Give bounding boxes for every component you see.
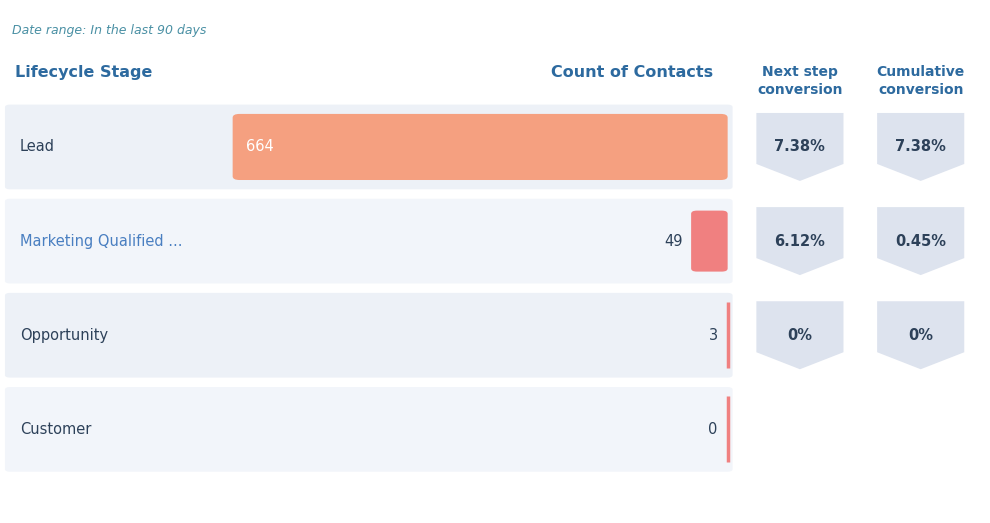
Text: Marketing Qualified ...: Marketing Qualified ...	[20, 234, 182, 248]
Text: 49: 49	[664, 234, 683, 248]
Polygon shape	[756, 301, 843, 369]
Polygon shape	[877, 113, 964, 181]
Text: 7.38%: 7.38%	[774, 140, 826, 154]
Text: Cumulative
conversion: Cumulative conversion	[876, 65, 965, 97]
Text: Lead: Lead	[20, 140, 54, 154]
FancyBboxPatch shape	[5, 199, 733, 283]
Text: 0.45%: 0.45%	[895, 234, 946, 248]
FancyBboxPatch shape	[233, 114, 728, 180]
Polygon shape	[877, 301, 964, 369]
Text: 3: 3	[709, 328, 718, 343]
Text: Date range: In the last 90 days: Date range: In the last 90 days	[12, 24, 206, 37]
Text: 0: 0	[709, 422, 718, 437]
FancyBboxPatch shape	[5, 105, 733, 189]
Polygon shape	[756, 207, 843, 275]
Text: Next step
conversion: Next step conversion	[757, 65, 842, 97]
Text: 7.38%: 7.38%	[895, 140, 946, 154]
Text: Lifecycle Stage: Lifecycle Stage	[15, 65, 152, 81]
Text: 0%: 0%	[908, 328, 934, 343]
Text: 6.12%: 6.12%	[774, 234, 826, 248]
Text: Count of Contacts: Count of Contacts	[550, 65, 713, 81]
Polygon shape	[756, 113, 843, 181]
Text: 0%: 0%	[787, 328, 813, 343]
Text: Customer: Customer	[20, 422, 91, 437]
Polygon shape	[877, 207, 964, 275]
FancyBboxPatch shape	[5, 387, 733, 472]
Text: 664: 664	[246, 140, 273, 154]
FancyBboxPatch shape	[5, 293, 733, 378]
FancyBboxPatch shape	[691, 211, 728, 271]
Text: Opportunity: Opportunity	[20, 328, 108, 343]
